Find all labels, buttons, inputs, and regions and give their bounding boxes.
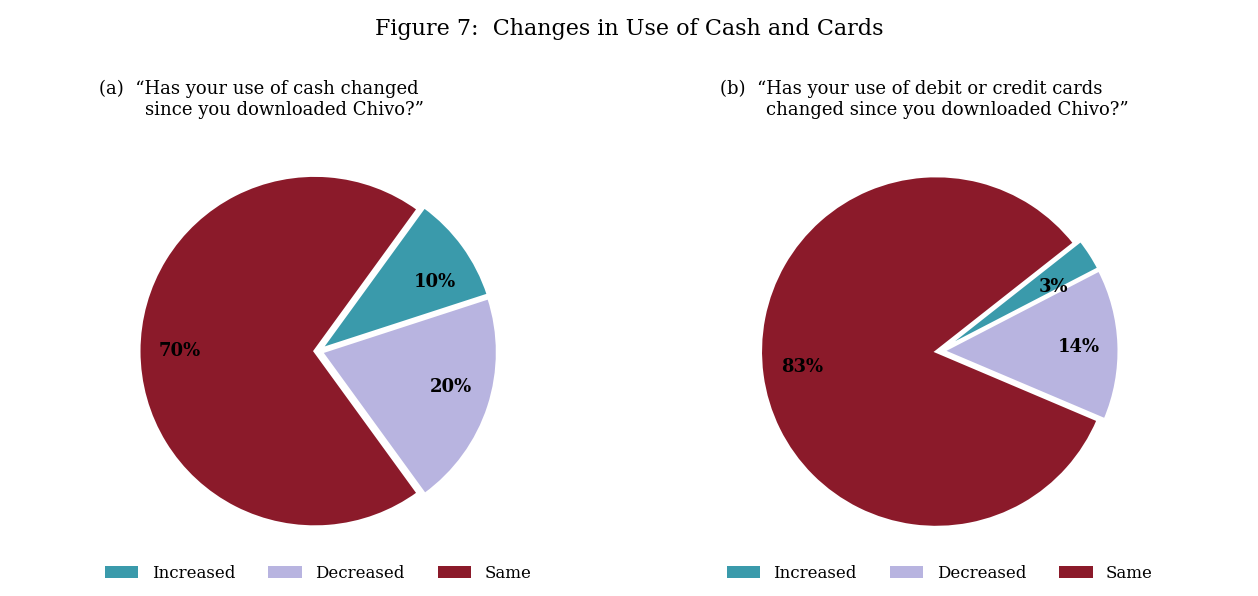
- Text: 20%: 20%: [430, 378, 473, 396]
- Text: 10%: 10%: [414, 273, 455, 291]
- Text: 3%: 3%: [1039, 278, 1068, 296]
- Text: (a)  “Has your use of cash changed
        since you downloaded Chivo?”: (a) “Has your use of cash changed since …: [98, 80, 424, 119]
- Wedge shape: [944, 270, 1118, 420]
- Text: 14%: 14%: [1057, 337, 1099, 356]
- Legend: Increased, Decreased, Same: Increased, Decreased, Same: [720, 558, 1160, 589]
- Wedge shape: [761, 176, 1098, 527]
- Legend: Increased, Decreased, Same: Increased, Decreased, Same: [98, 558, 538, 589]
- Wedge shape: [140, 175, 418, 527]
- Wedge shape: [322, 298, 497, 494]
- Wedge shape: [942, 241, 1098, 349]
- Text: 70%: 70%: [159, 342, 200, 360]
- Wedge shape: [321, 207, 488, 349]
- Text: (b)  “Has your use of debit or credit cards
        changed since you downloaded: (b) “Has your use of debit or credit car…: [721, 80, 1128, 119]
- Text: 83%: 83%: [781, 358, 823, 375]
- Text: Figure 7:  Changes in Use of Cash and Cards: Figure 7: Changes in Use of Cash and Car…: [375, 18, 883, 40]
